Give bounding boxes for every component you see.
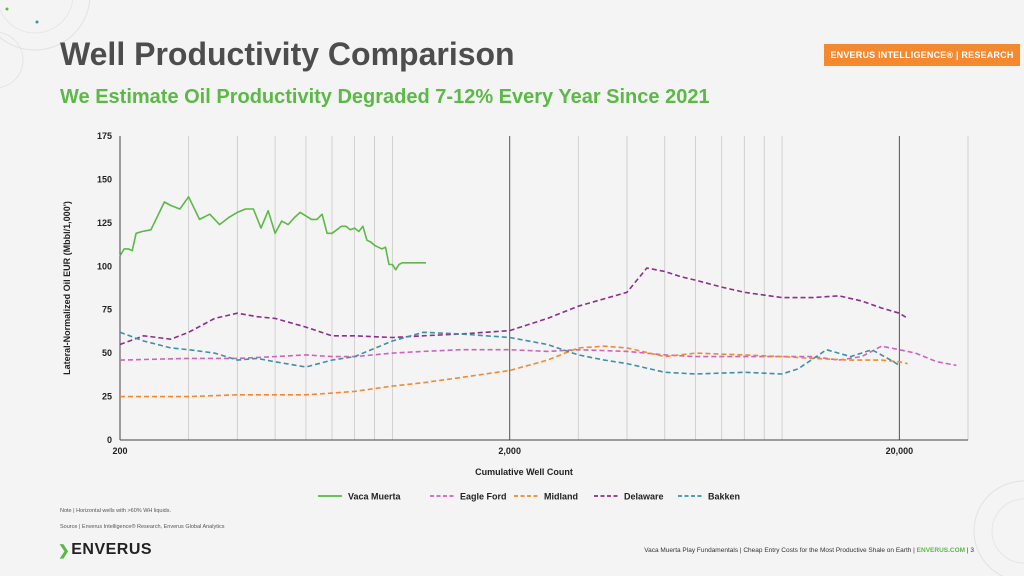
chart-note: Note | Horizontal wells with >60% WH liq… (60, 508, 172, 514)
research-badge: ENVERUS INTELLIGENCE® | RESEARCH (824, 44, 1020, 66)
page-title: Well Productivity Comparison (60, 36, 515, 72)
series-line-delaware (119, 267, 909, 346)
y-tick-label: 100 (97, 261, 112, 271)
y-tick-label: 125 (97, 218, 112, 228)
page-number: | 3 (965, 547, 974, 554)
y-tick-label: 175 (97, 131, 112, 141)
legend-label: Midland (544, 492, 578, 502)
x-axis-label: Cumulative Well Count (475, 467, 573, 477)
series-line-midland (120, 345, 908, 398)
footer-text: Vaca Muerta Play Fundamentals | Cheap En… (644, 547, 917, 554)
series-line-eagle-ford (119, 345, 957, 367)
footer: Vaca Muerta Play Fundamentals | Cheap En… (644, 547, 974, 554)
chart-source: Source | Enverus Intelligence® Research,… (60, 524, 225, 530)
logo-mark-icon: ❯ (58, 541, 71, 558)
footer-brand-link[interactable]: ENVERUS.COM (916, 547, 966, 554)
y-tick-label: 150 (97, 174, 112, 184)
y-tick-label: 0 (107, 435, 112, 445)
x-tick-label: 200 (112, 446, 127, 456)
series-line-vaca-muerta (119, 196, 426, 271)
legend-label: Eagle Ford (460, 492, 507, 502)
legend-label: Bakken (708, 492, 740, 502)
legend-label: Vaca Muerta (348, 492, 402, 502)
y-axis-label: Lateral-Normalized Oil EUR (Mbbl/1,000') (62, 201, 72, 375)
enverus-logo: ❯ ENVERUS (58, 541, 152, 559)
series-line-bakken (119, 331, 900, 375)
x-tick-label: 2,000 (498, 446, 521, 456)
legend-label: Delaware (624, 492, 664, 502)
page-subtitle: We Estimate Oil Productivity Degraded 7-… (60, 86, 710, 108)
logo-text: ENVERUS (71, 541, 153, 558)
y-tick-label: 50 (102, 348, 112, 358)
y-tick-label: 25 (102, 392, 112, 402)
x-tick-label: 20,000 (886, 446, 914, 456)
y-tick-label: 75 (102, 305, 112, 315)
